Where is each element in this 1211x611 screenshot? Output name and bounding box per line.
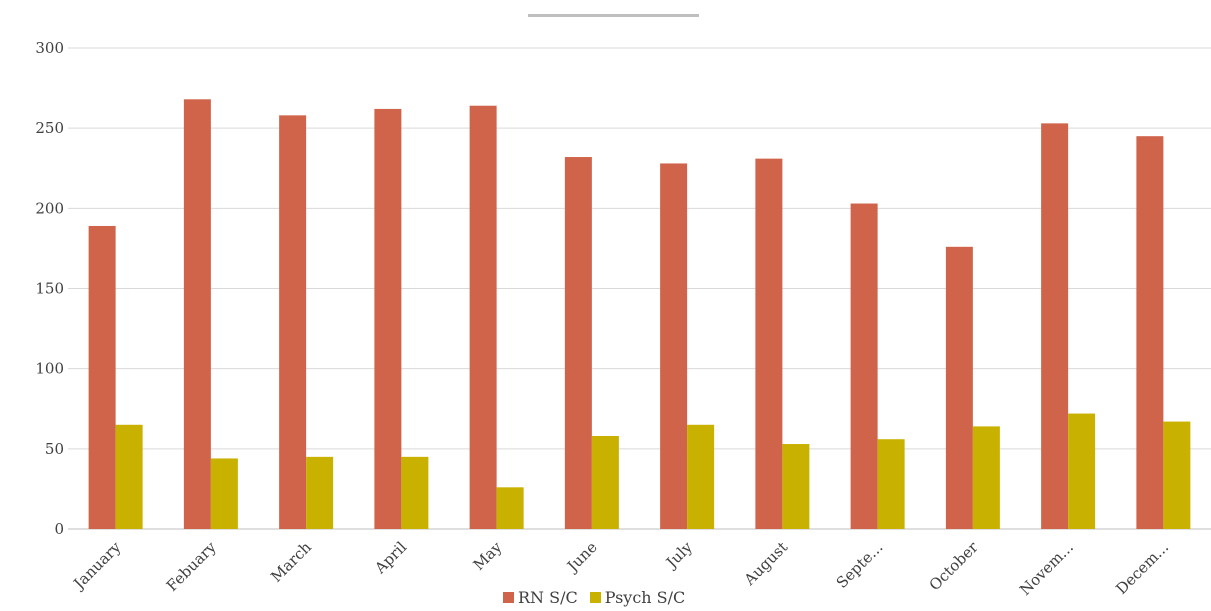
x-category-label: October [926,538,983,595]
x-category-label: August [740,538,791,589]
bar-psych [591,436,619,529]
legend-swatch-psych [589,591,601,603]
bar-psych [972,426,1000,529]
bar-rn [564,157,592,529]
x-category-label: March [267,538,315,586]
bar-rn [88,225,116,529]
bars [88,99,1191,530]
legend: RN S/C Psych S/C [503,586,686,608]
x-category-label: July [661,538,696,573]
bar-psych [210,458,238,529]
bar-psych [1068,413,1096,529]
bar-psych [401,456,429,529]
x-category-label: Septe... [833,538,887,592]
x-category-label: June [562,538,600,576]
bar-psych [496,487,524,529]
bar-psych [877,439,905,529]
legend-swatch-rn [503,591,514,603]
y-tick-label: 0 [54,520,64,538]
legend-label-rn: RN S/C [518,587,578,607]
x-category-label: January [69,538,125,594]
bar-rn [755,158,783,529]
gridlines [68,47,1211,530]
bar-psych [1163,421,1191,529]
chart-title-placeholder-line [528,14,699,17]
x-category-label: May [470,538,506,574]
bar-rn [1136,136,1164,529]
bar-rn [850,203,878,530]
y-tick-label: 100 [35,360,64,378]
bar-psych [782,444,810,529]
y-axis-tick-labels: 0 50 100 150 200 250 300 [35,39,64,538]
x-category-label: Novem... [1016,538,1077,599]
bar-rn [1041,123,1069,530]
y-tick-label: 300 [35,39,64,57]
y-tick-label: 200 [35,199,64,217]
bar-psych [687,424,715,529]
x-category-label: Febuary [163,538,220,595]
y-tick-label: 150 [35,280,64,298]
bar-rn [183,99,211,529]
bar-rn [469,105,497,529]
bar-rn [660,163,688,529]
y-tick-label: 50 [45,440,64,458]
bar-rn [279,115,307,529]
x-category-label: Decem... [1112,538,1172,598]
legend-item-rn: RN S/C [503,588,578,607]
x-category-label: April [370,538,410,578]
legend-item-psych: Psych S/C [589,587,686,607]
legend-label-psych: Psych S/C [604,587,686,607]
y-tick-label: 250 [35,119,64,137]
bar-psych [115,424,143,529]
bar-psych [306,456,334,529]
bar-rn [374,108,402,529]
bar-rn [945,246,973,529]
